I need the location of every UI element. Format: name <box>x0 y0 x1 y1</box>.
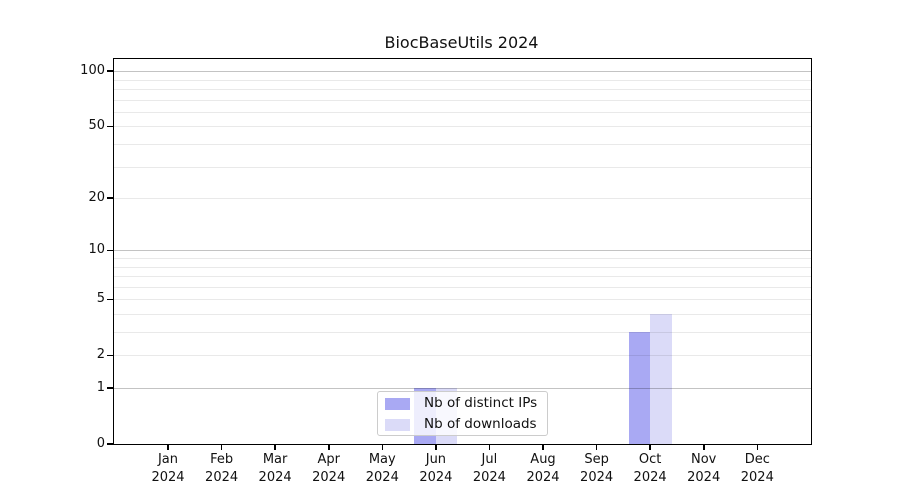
gridline-minor-9 <box>114 258 811 259</box>
x-tick-jan <box>167 444 169 450</box>
legend-swatch-distinct-ips <box>385 398 410 410</box>
x-tick-label-apr: Apr 2024 <box>312 452 346 485</box>
x-tick-label-nov: Nov 2024 <box>687 452 721 485</box>
x-tick-label-dec: Dec 2024 <box>740 452 774 485</box>
y-tick-2 <box>107 354 114 356</box>
legend-label-downloads: Nb of downloads <box>424 416 537 432</box>
x-tick-jul <box>488 444 491 450</box>
x-tick-apr <box>328 444 330 450</box>
y-tick-label-100: 100 <box>80 63 105 79</box>
legend-item-distinct-ips: Nb of distinct IPs <box>378 393 547 414</box>
gridline-major-1 <box>114 388 811 389</box>
gridline-minor-5 <box>114 299 811 301</box>
x-tick-label-jul: Jul 2024 <box>472 452 506 485</box>
y-tick-50 <box>107 125 114 128</box>
gridline-minor-20 <box>114 198 811 199</box>
gridline-minor-2 <box>114 355 811 357</box>
y-tick-label-1: 1 <box>96 380 105 395</box>
x-tick-may <box>381 444 383 450</box>
legend-swatch-downloads <box>385 419 410 431</box>
gridline-minor-40 <box>114 143 811 145</box>
y-tick-100 <box>107 70 114 72</box>
x-tick-sep <box>595 444 598 450</box>
gridline-minor-8 <box>114 266 811 268</box>
x-tick-label-jan: Jan 2024 <box>151 452 185 485</box>
legend-item-downloads: Nb of downloads <box>378 414 547 435</box>
bar-nb-of-distinct-ips-oct <box>628 332 651 444</box>
y-tick-10 <box>107 249 114 251</box>
gridline-minor-7 <box>114 276 811 277</box>
gridline-minor-3 <box>114 332 811 333</box>
x-tick-jun <box>435 444 437 450</box>
y-tick-label-2: 2 <box>96 347 105 363</box>
gridline-major-100 <box>114 71 811 73</box>
y-tick-label-10: 10 <box>88 242 105 258</box>
y-tick-label-50: 50 <box>88 118 105 134</box>
y-tick-label-0: 0 <box>96 436 105 451</box>
x-tick-label-oct: Oct 2024 <box>633 452 667 485</box>
y-tick-5 <box>107 298 114 300</box>
y-tick-1 <box>107 387 114 389</box>
legend-label-distinct-ips: Nb of distinct IPs <box>424 395 538 411</box>
x-tick-label-may: May 2024 <box>365 452 399 485</box>
plot-area: Jan 2024 Feb 2024 Mar 2024 Apr 2024 May 2024 Jun 20… <box>80 58 812 485</box>
legend: Nb of distinct IPs Nb of downloads <box>377 391 548 436</box>
y-tick-0 <box>107 443 114 445</box>
gridline-major-10 <box>114 250 811 252</box>
gridline-minor-90 <box>114 79 811 81</box>
x-tick-dec <box>756 444 758 450</box>
x-tick-aug <box>542 444 544 450</box>
x-tick-label-feb: Feb 2024 <box>205 452 239 485</box>
x-tick-label-mar: Mar 2024 <box>258 452 292 485</box>
x-tick-label-sep: Sep 2024 <box>580 452 614 485</box>
gridline-minor-80 <box>114 88 811 90</box>
y-tick-label-20: 20 <box>88 190 105 205</box>
x-tick-nov <box>703 444 705 450</box>
gridline-minor-70 <box>114 99 811 101</box>
bar-nb-of-downloads-oct <box>650 314 672 444</box>
gridline-minor-60 <box>114 111 811 113</box>
gridline-minor-6 <box>114 286 811 288</box>
y-tick-20 <box>107 197 114 199</box>
gridline-minor-50 <box>114 126 811 128</box>
gridline-minor-4 <box>114 314 811 315</box>
x-tick-feb <box>220 444 223 450</box>
x-tick-oct <box>649 444 651 450</box>
y-tick-label-5: 5 <box>96 291 105 307</box>
x-tick-label-jun: Jun 2024 <box>419 452 453 485</box>
x-tick-mar <box>274 444 276 450</box>
x-tick-label-aug: Aug 2024 <box>526 452 560 485</box>
gridline-minor-30 <box>114 166 811 168</box>
chart-title: BiocBaseUtils 2024 <box>384 33 539 52</box>
